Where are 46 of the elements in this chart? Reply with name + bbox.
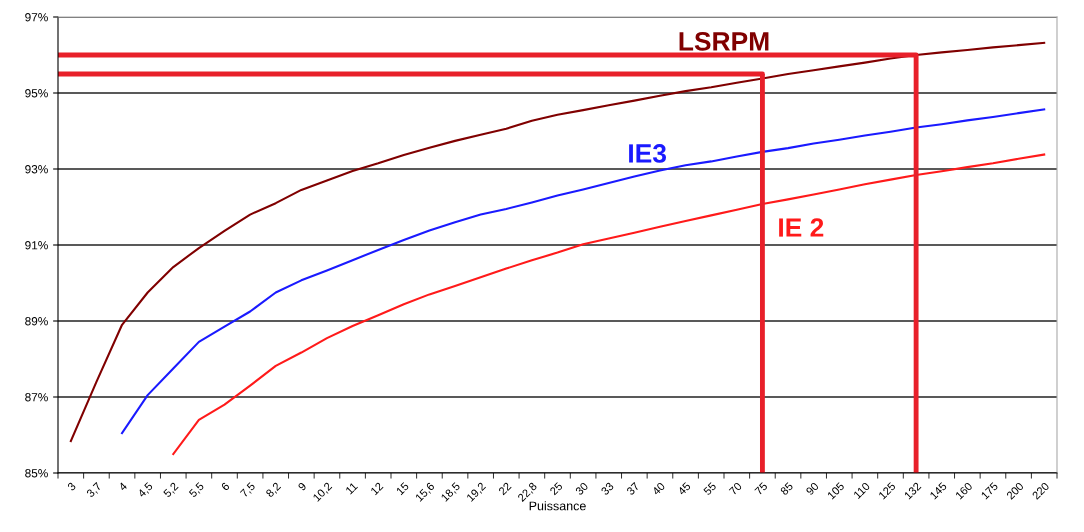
x-tick-label: 25 — [549, 481, 563, 496]
x-tick-label: 200 — [1006, 481, 1025, 500]
series-label: IE3 — [629, 144, 666, 163]
y-tick-label: 97% — [25, 13, 48, 22]
x-tick-label: 8,2 — [265, 481, 283, 499]
x-tick-label: 4,5 — [137, 481, 155, 499]
x-tick-label: 70 — [728, 481, 743, 496]
x-tick-label: 5,2 — [162, 481, 180, 499]
y-tick-label: 85% — [25, 469, 48, 478]
x-tick-label: 3 — [66, 481, 77, 492]
y-tick-label: 87% — [25, 393, 48, 402]
x-tick-label: 37 — [626, 481, 640, 496]
x-tick-label: 7,5 — [239, 481, 257, 499]
x-tick-label: 160 — [955, 481, 973, 500]
x-tick-label: 22 — [498, 481, 512, 496]
series-label: IE 2 — [779, 218, 824, 237]
x-axis-title: Puissance — [529, 501, 586, 511]
y-tick-label: 89% — [25, 317, 48, 326]
x-tick-label: 75 — [754, 481, 768, 496]
y-tick-label: 93% — [25, 165, 48, 174]
x-tick-label: 175 — [980, 481, 999, 500]
x-tick-label: 132 — [903, 481, 922, 500]
x-tick-label: 15 — [395, 481, 410, 496]
x-tick-label: 9 — [297, 481, 307, 492]
x-tick-label: 5,5 — [188, 481, 206, 499]
x-tick-label: 30 — [574, 481, 589, 496]
x-tick-label: 45 — [677, 481, 692, 496]
x-tick-label: 6 — [220, 481, 230, 492]
x-tick-label: 90 — [805, 481, 820, 496]
x-tick-label: 40 — [651, 481, 666, 496]
x-tick-label: 125 — [878, 481, 896, 500]
x-tick-label: 105 — [826, 481, 845, 500]
y-tick-label: 91% — [25, 241, 48, 250]
y-tick-label: 95% — [25, 89, 48, 98]
x-tick-label: 11 — [345, 482, 358, 495]
x-tick-label: 55 — [703, 481, 717, 496]
series-label: LSRPM — [679, 32, 769, 51]
x-tick-label: 110 — [853, 481, 871, 500]
x-tick-label: 145 — [929, 481, 948, 500]
x-tick-label: 85 — [779, 481, 794, 496]
x-tick-label: 33 — [600, 481, 615, 496]
x-tick-label: 12 — [370, 481, 384, 496]
x-tick-label: 220 — [1031, 481, 1050, 500]
line-series — [121, 108, 1046, 435]
x-tick-label: 3,7 — [86, 481, 103, 499]
x-tick-label: 4 — [118, 481, 128, 492]
